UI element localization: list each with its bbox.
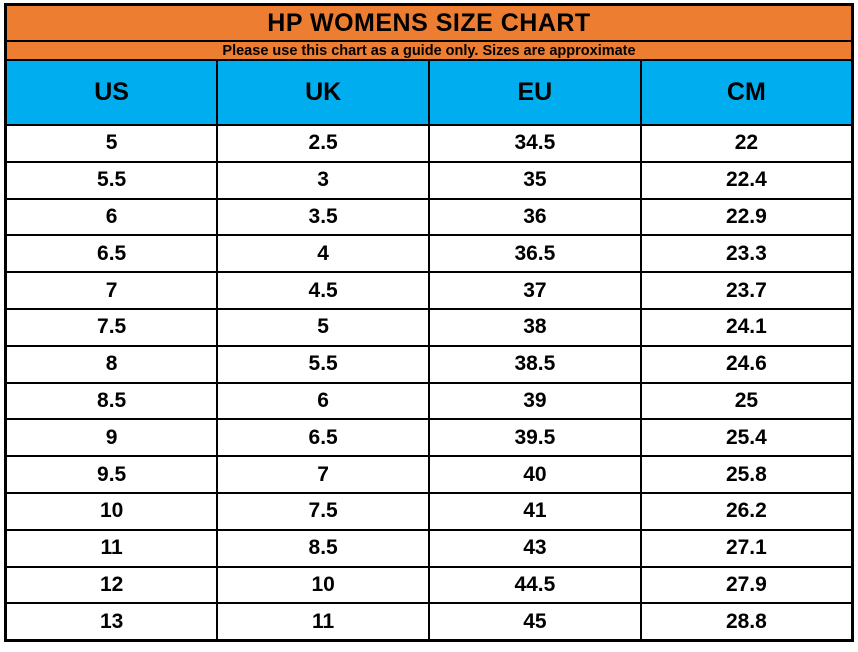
table-row: 8 5.5 38.5 24.6 [4,344,854,384]
table-cell: 24.1 [639,307,854,347]
table-cell: 11 [4,528,219,568]
table-cell: 23.3 [639,234,854,274]
table-row: 5.5 3 35 22.4 [4,160,854,200]
size-rows-body: 5 2.5 34.5 22 5.5 3 35 22.4 6 3.5 36 22.9 6.5 4 36.5 23… [4,124,854,642]
table-cell: 6 [4,197,219,237]
column-header-cm: CM [639,59,854,126]
table-cell: 22.9 [639,197,854,237]
table-cell: 9.5 [4,455,219,494]
table-cell: 43 [428,528,642,568]
table-cell: 9 [4,418,219,458]
table-cell: 3 [216,160,430,200]
table-cell: 5.5 [216,344,430,384]
table-cell: 28.8 [639,602,854,642]
table-cell: 5.5 [4,160,219,200]
table-cell: 3.5 [216,197,430,237]
table-row: 10 7.5 41 26.2 [4,491,854,531]
table-row: 7 4.5 37 23.7 [4,271,854,310]
table-cell: 22 [639,124,854,163]
table-cell: 8.5 [4,381,219,421]
table-cell: 4 [216,234,430,274]
subtitle-text: Please use this chart as a guide only. S… [4,40,854,61]
table-row: 5 2.5 34.5 22 [4,124,854,163]
chart-header-section: HP WOMENS SIZE CHART Please use this cha… [4,3,854,126]
table-cell: 36 [428,197,642,237]
table-cell: 37 [428,271,642,310]
column-header-us: US [4,59,219,126]
table-row: 9.5 7 40 25.8 [4,455,854,494]
table-cell: 12 [4,565,219,605]
table-cell: 23.7 [639,271,854,310]
table-row: 11 8.5 43 27.1 [4,528,854,568]
table-cell: 6 [216,381,430,421]
table-cell: 4.5 [216,271,430,310]
table-cell: 7 [216,455,430,494]
table-cell: 7 [4,271,219,310]
table-cell: 34.5 [428,124,642,163]
table-cell: 5 [4,124,219,163]
table-row: 9 6.5 39.5 25.4 [4,418,854,458]
table-cell: 44.5 [428,565,642,605]
table-cell: 36.5 [428,234,642,274]
table-cell: 24.6 [639,344,854,384]
table-row: 6 3.5 36 22.9 [4,197,854,237]
table-cell: 38 [428,307,642,347]
table-cell: 11 [216,602,430,642]
table-row: 12 10 44.5 27.9 [4,565,854,605]
column-header-uk: UK [216,59,430,126]
table-cell: 10 [4,491,219,531]
table-cell: 2.5 [216,124,430,163]
table-cell: 27.9 [639,565,854,605]
table-cell: 5 [216,307,430,347]
table-cell: 40 [428,455,642,494]
table-cell: 10 [216,565,430,605]
table-cell: 39.5 [428,418,642,458]
table-cell: 25.4 [639,418,854,458]
table-cell: 25 [639,381,854,421]
size-chart-table: HP WOMENS SIZE CHART Please use this cha… [4,3,854,643]
table-cell: 13 [4,602,219,642]
table-cell: 41 [428,491,642,531]
table-cell: 22.4 [639,160,854,200]
table-cell: 39 [428,381,642,421]
table-row: 13 11 45 28.8 [4,602,854,642]
table-cell: 35 [428,160,642,200]
column-header-eu: EU [428,59,642,126]
title-row: HP WOMENS SIZE CHART [4,3,854,42]
table-cell: 26.2 [639,491,854,531]
table-cell: 27.1 [639,528,854,568]
table-cell: 8.5 [216,528,430,568]
table-row: 8.5 6 39 25 [4,381,854,421]
table-cell: 6.5 [216,418,430,458]
table-cell: 8 [4,344,219,384]
table-row: 7.5 5 38 24.1 [4,307,854,347]
page-title: HP WOMENS SIZE CHART [4,3,854,42]
table-cell: 45 [428,602,642,642]
size-chart-sheet: HP WOMENS SIZE CHART Please use this cha… [4,3,854,643]
subtitle-row: Please use this chart as a guide only. S… [4,40,854,61]
table-cell: 25.8 [639,455,854,494]
table-cell: 7.5 [4,307,219,347]
table-cell: 7.5 [216,491,430,531]
table-cell: 38.5 [428,344,642,384]
column-header-row: US UK EU CM [4,59,854,126]
table-cell: 6.5 [4,234,219,274]
table-row: 6.5 4 36.5 23.3 [4,234,854,274]
